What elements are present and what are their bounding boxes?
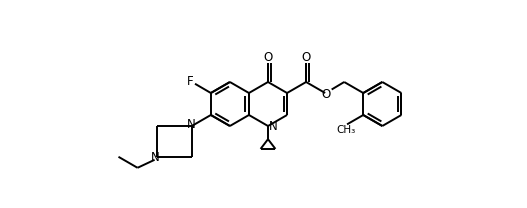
Text: N: N [151,151,160,164]
Text: O: O [301,51,311,64]
Text: CH₃: CH₃ [336,125,356,135]
Text: O: O [264,51,272,64]
Text: N: N [269,120,277,132]
Text: O: O [321,88,331,100]
Text: F: F [187,75,193,88]
Text: N: N [187,119,195,131]
